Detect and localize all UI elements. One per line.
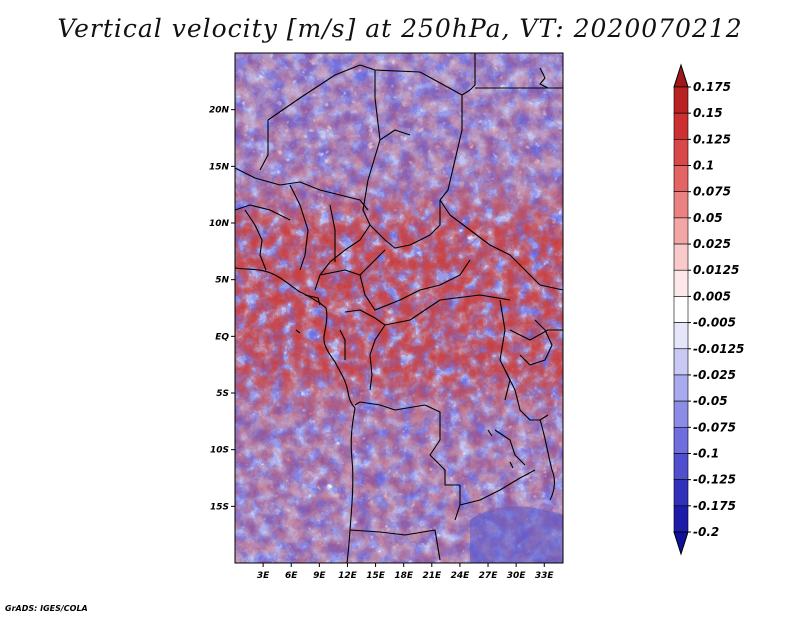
lat-tick-label: 15N <box>209 162 230 172</box>
lon-tick-label: 12E <box>338 571 358 581</box>
colorbar-swatch <box>673 374 689 402</box>
colorbar-swatch <box>673 191 689 219</box>
colorbar: 0.175 0.15 0.125 0.1 0.075 0.05 0.025 0.0125 0.0… <box>673 63 744 556</box>
colorbar-swatch <box>673 243 689 271</box>
colorbar-label: 0.0125 <box>693 263 739 277</box>
colorbar-swatch <box>673 112 689 140</box>
country-borders <box>234 53 564 564</box>
colorbar-label: 0.175 <box>693 80 731 94</box>
colorbar-label: -0.2 <box>693 525 719 539</box>
colorbar-label: -0.0125 <box>693 342 744 356</box>
lat-tick-label: EQ <box>215 332 229 342</box>
colorbar-swatch <box>673 348 689 376</box>
colorbar-swatch <box>673 165 689 193</box>
map-title: Vertical velocity [m/s] at 250hPa, VT: 2… <box>57 14 743 43</box>
colorbar-label: -0.025 <box>693 368 736 382</box>
colorbar-swatch <box>673 296 689 323</box>
lat-tick-label: 10N <box>209 219 230 229</box>
colorbar-label: -0.125 <box>693 473 736 487</box>
longitude-axis: 3E 6E 9E 12E 15E 18E 21E 24E 27E 30E 33E <box>257 563 555 581</box>
colorbar-swatch <box>673 479 689 507</box>
lon-tick-label: 21E <box>422 571 442 581</box>
colorbar-swatch <box>673 217 689 245</box>
colorbar-label: -0.1 <box>693 446 719 460</box>
lat-tick-label: 10S <box>210 446 229 456</box>
colorbar-label: -0.05 <box>693 394 728 408</box>
latitude-axis: 20N 15N 10N 5N EQ 5S 10S 15S <box>209 106 235 512</box>
colorbar-label: -0.175 <box>693 499 736 513</box>
colorbar-label: 0.125 <box>693 132 731 146</box>
lon-tick-label: 30E <box>507 571 527 581</box>
colorbar-max-arrow <box>673 63 689 88</box>
lon-tick-label: 24E <box>451 571 471 581</box>
lat-tick-label: 5N <box>215 276 229 286</box>
lon-tick-label: 9E <box>313 571 326 581</box>
colorbar-label: 0.025 <box>693 237 731 251</box>
lon-tick-label: 18E <box>394 571 414 581</box>
colorbar-swatch <box>673 400 689 428</box>
lat-tick-label: 5S <box>216 389 229 399</box>
grads-credit: GrADS: IGES/COLA <box>5 604 88 613</box>
colorbar-swatch <box>673 426 689 454</box>
lon-tick-label: 6E <box>285 571 298 581</box>
colorbar-label: 0.1 <box>693 159 714 173</box>
colorbar-label: 0.15 <box>693 106 723 120</box>
lon-tick-label: 3E <box>257 571 270 581</box>
lat-tick-label: 20N <box>209 106 230 116</box>
colorbar-swatch <box>673 505 689 533</box>
colorbar-label: -0.005 <box>693 316 736 330</box>
lon-tick-label: 33E <box>535 571 555 581</box>
colorbar-swatch <box>673 139 689 166</box>
colorbar-label: 0.075 <box>693 185 731 199</box>
colorbar-swatch <box>673 453 689 480</box>
colorbar-label: 0.05 <box>693 211 723 225</box>
plot-frame <box>234 52 564 564</box>
colorbar-swatch <box>673 269 689 297</box>
lon-tick-label: 15E <box>366 571 386 581</box>
colorbar-min-arrow <box>673 531 689 556</box>
colorbar-label: 0.005 <box>693 289 731 303</box>
velocity-field <box>235 53 563 563</box>
lon-tick-label: 27E <box>479 571 499 581</box>
colorbar-swatch <box>673 86 689 114</box>
colorbar-swatch <box>673 322 689 350</box>
colorbar-label: -0.075 <box>693 420 736 434</box>
lat-tick-label: 15S <box>210 502 229 512</box>
